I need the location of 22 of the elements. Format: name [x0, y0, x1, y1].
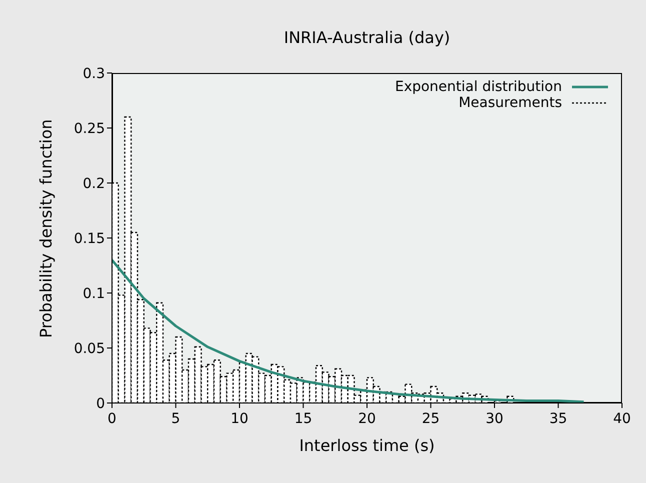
x-axis-title: Interloss time (s): [299, 436, 435, 455]
y-tick-label: 0.15: [74, 230, 105, 247]
x-tick-label: 5: [171, 410, 180, 427]
y-axis-title: Probability density function: [36, 119, 56, 338]
y-tick-label: 0.1: [82, 286, 105, 302]
x-tick-label: 25: [422, 410, 440, 427]
x-tick-label: 10: [230, 410, 248, 427]
x-tick-label: 35: [549, 410, 568, 427]
x-tick-label: 40: [613, 410, 631, 427]
x-tick-label: 20: [358, 410, 376, 427]
legend-label: Measurements: [458, 95, 562, 111]
x-tick-label: 15: [294, 410, 312, 427]
line-series: [112, 258, 585, 403]
y-tick-label: 0.05: [74, 340, 105, 357]
y-tick-label: 0.25: [74, 120, 105, 137]
y-tick-label: 0: [96, 396, 105, 412]
y-tick-label: 0.2: [82, 176, 105, 192]
y-tick-label: 0.3: [82, 66, 105, 82]
legend-label: Exponential distribution: [394, 79, 562, 95]
chart-title: INRIA-Australia (day): [282, 28, 452, 47]
x-tick-label: 30: [486, 410, 504, 427]
x-tick-label: 0: [108, 410, 116, 427]
